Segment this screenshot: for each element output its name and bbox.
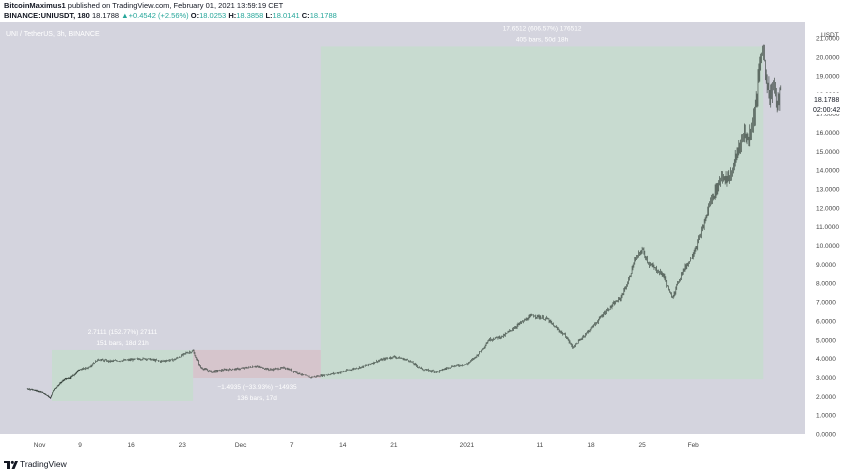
countdown-value: 02:00:42: [813, 107, 840, 114]
last-price-box: [809, 93, 847, 114]
y-tick-5: 5.0000: [816, 337, 836, 344]
y-tick-13: 13.0000: [816, 186, 840, 193]
change-value: +0.4542 (+2.56%): [128, 11, 189, 20]
measure-gain-1-label-2: 151 bars, 18d 21h: [96, 340, 149, 347]
open-label: O:: [190, 11, 200, 20]
change-arrow-icon: ▲: [121, 11, 129, 20]
close-label: C:: [301, 11, 310, 20]
y-tick-7: 7.0000: [816, 300, 836, 307]
y-axis-unit: USDT: [821, 32, 839, 39]
y-tick-16: 16.0000: [816, 130, 840, 137]
open-value: 18.0253: [199, 11, 227, 20]
y-tick-21: 21.0000: [816, 36, 840, 43]
x-tick-3: 23: [179, 442, 187, 449]
x-tick-0: Nov: [34, 442, 46, 449]
y-tick-8: 8.0000: [816, 281, 836, 288]
tradingview-logo-icon: [4, 460, 18, 469]
footer: TradingView: [0, 455, 850, 475]
low-label: L:: [265, 11, 273, 20]
publish-info: published on TradingView.com, February 0…: [67, 1, 284, 10]
last-price-value: 18.1788: [814, 97, 839, 104]
high-value: 18.3858: [236, 11, 264, 20]
x-tick-5: 7: [290, 442, 294, 449]
y-tick-19: 19.0000: [816, 73, 840, 80]
x-tick-10: 18: [587, 442, 595, 449]
last-value: 18.1788: [91, 11, 120, 20]
measure-gain-2-label-1: 17.6512 (606.57%) 176512: [503, 25, 582, 32]
measure-gain-1-label-1: 2.7111 (152.77%) 27111: [88, 329, 158, 336]
high-label: H:: [228, 11, 237, 20]
author-name[interactable]: BitcoinMaximus1: [4, 1, 66, 10]
time-axis[interactable]: [0, 434, 805, 455]
y-tick-9: 9.0000: [816, 262, 836, 269]
y-tick-12: 12.0000: [816, 205, 840, 212]
x-tick-7: 21: [390, 442, 398, 449]
x-tick-8: 2021: [460, 442, 475, 449]
y-tick-0: 0.0000: [816, 432, 836, 439]
measure-gain-2-box[interactable]: [320, 46, 764, 380]
ohlc-line: BINANCE:UNIUSDT, 180 18.1788 ▲+0.4542 (+…: [4, 11, 337, 21]
x-tick-11: 25: [638, 442, 646, 449]
measure-loss-label-2: 136 bars, 17d: [237, 395, 277, 402]
y-tick-11: 11.0000: [816, 224, 839, 231]
y-tick-6: 6.0000: [816, 318, 836, 325]
x-tick-9: 11: [537, 442, 544, 449]
y-tick-4: 4.0000: [816, 356, 836, 363]
symbol-label: BINANCE:UNIUSDT, 180: [4, 11, 90, 20]
y-tick-3: 3.0000: [816, 375, 836, 382]
tradingview-logo-text[interactable]: TradingView: [20, 459, 67, 469]
x-axis-labels: Nov 9 16 23 Dec 7 14 21 2021 11 18 25 Feb: [34, 442, 699, 449]
y-tick-20: 20.0000: [816, 55, 840, 62]
measure-loss-box[interactable]: [193, 349, 321, 379]
x-tick-6: 14: [339, 442, 347, 449]
price-axis[interactable]: [805, 22, 850, 455]
measure-loss-label-1: −1.4935 (−33.93%) −14935: [217, 384, 297, 391]
measure-gain-2-label-2: 405 bars, 50d 18h: [516, 36, 569, 43]
x-tick-12: Feb: [688, 442, 700, 449]
chart-header: BitcoinMaximus1 published on TradingView…: [0, 0, 850, 22]
y-tick-2: 2.0000: [816, 394, 836, 401]
y-tick-15: 15.0000: [816, 149, 840, 156]
x-tick-4: Dec: [235, 442, 247, 449]
close-value: 18.1788: [309, 11, 337, 20]
y-tick-14: 14.0000: [816, 168, 840, 175]
y-tick-17: 17.0000: [816, 111, 840, 118]
x-tick-1: 9: [78, 442, 82, 449]
low-value: 18.0141: [272, 11, 300, 20]
y-tick-1: 1.0000: [816, 413, 836, 420]
measure-gain-1-box[interactable]: [52, 349, 194, 402]
publish-line: BitcoinMaximus1 published on TradingView…: [4, 1, 283, 11]
x-tick-2: 16: [127, 442, 135, 449]
last-price-label: 18.1788 02:00:42: [809, 93, 847, 114]
price-chart[interactable]: 2.7111 (152.77%) 27111 151 bars, 18d 21h −…: [0, 22, 850, 455]
y-tick-10: 10.0000: [816, 243, 840, 250]
candle-series: [26, 44, 782, 399]
pane-title: UNI / TetherUS, 3h, BINANCE: [6, 31, 100, 38]
measure-layer: 2.7111 (152.77%) 27111 151 bars, 18d 21h −…: [52, 25, 764, 402]
